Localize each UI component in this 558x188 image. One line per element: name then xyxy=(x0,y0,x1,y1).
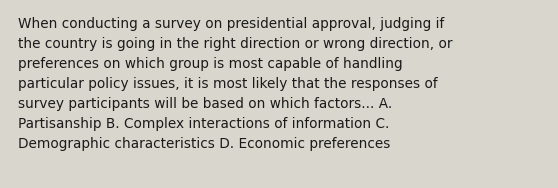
Text: When conducting a survey on presidential approval, judging if
the country is goi: When conducting a survey on presidential… xyxy=(18,17,453,151)
